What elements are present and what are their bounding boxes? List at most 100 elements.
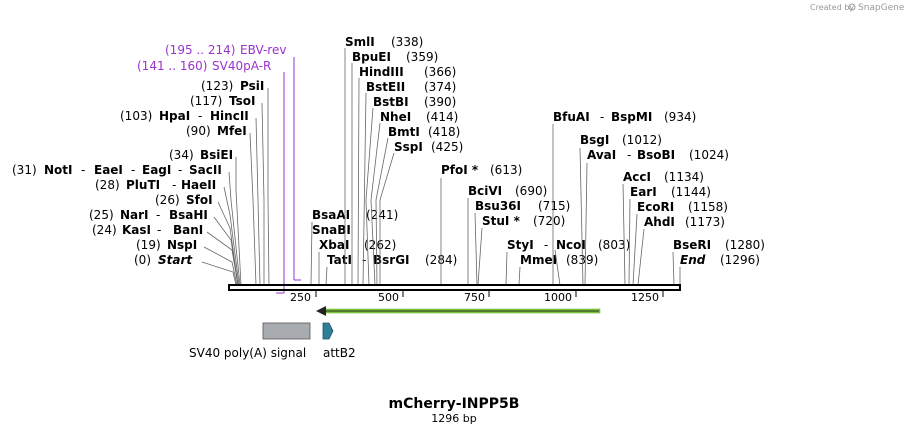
site-haeii-name[interactable]: HaeII [181, 178, 216, 192]
svg-text:-: - [627, 148, 631, 162]
axis-tick-500: 500 [378, 291, 399, 304]
mid-site-leaders [310, 48, 681, 286]
primer-ebv-rev-name[interactable]: EBV-rev [240, 43, 286, 57]
site-kasi-name[interactable]: KasI [122, 223, 151, 237]
svg-text:-: - [156, 208, 160, 222]
site-psii-pos: (123) [201, 79, 233, 93]
site-stui-name[interactable]: StuI * [482, 214, 521, 228]
svg-text:(613): (613) [490, 163, 522, 177]
site-bsahi-name[interactable]: BsaHI [169, 208, 208, 222]
site-tsoi-name[interactable]: TsoI [229, 94, 255, 108]
site-nari-pos: (25) [89, 208, 114, 222]
svg-text:(338): (338) [391, 35, 423, 49]
svg-text:-: - [157, 223, 161, 237]
svg-text:(374): (374) [424, 80, 456, 94]
svg-text:(1012): (1012) [622, 133, 662, 147]
attb2-label: attB2 [323, 346, 356, 360]
svg-text:(359): (359) [406, 50, 438, 64]
site-bsobi-name[interactable]: BsoBI [637, 148, 675, 162]
site-hindiii-name[interactable]: HindIII [359, 65, 404, 79]
site-ncoi-name[interactable]: NcoI [556, 238, 586, 252]
site-bpuei-name[interactable]: BpuEI [352, 50, 391, 64]
site-bsrgi-name[interactable]: BsrGI [373, 253, 410, 267]
svg-text:(1144): (1144) [671, 185, 711, 199]
svg-text:-: - [198, 109, 202, 123]
site-bsiei-name[interactable]: BsiEI [200, 148, 233, 162]
site-bsu36i-name[interactable]: Bsu36I [475, 199, 521, 213]
site-eaei-name[interactable]: EaeI [94, 163, 123, 177]
site-hpai-pos: (103) [120, 109, 152, 123]
site-snabi-name[interactable]: SnaBI [312, 223, 351, 237]
site-sfoi-pos: (26) [155, 193, 180, 207]
site-sfoi-name[interactable]: SfoI [186, 193, 213, 207]
site-sacii-name[interactable]: SacII [189, 163, 222, 177]
axis-tick-1000: 1000 [544, 291, 572, 304]
site-bmti-name[interactable]: BmtI [388, 125, 420, 139]
site-pluti-pos: (28) [95, 178, 120, 192]
site-bstbi-name[interactable]: BstBI [373, 95, 409, 109]
site-tati-name[interactable]: TatI [327, 253, 352, 267]
site-nspi-pos: (19) [136, 238, 161, 252]
site-eari-name[interactable]: EarI [630, 185, 657, 199]
site-mmei-name[interactable]: MmeI [520, 253, 557, 267]
site-bspmi-name[interactable]: BspMI [611, 110, 652, 124]
attb2-feature[interactable] [322, 322, 334, 340]
svg-text:(1134): (1134) [664, 170, 704, 184]
site-bsteii-name[interactable]: BstEII [366, 80, 405, 94]
site-avai-name[interactable]: AvaI [587, 148, 616, 162]
svg-text:(418): (418) [428, 125, 460, 139]
primer-sv40pa-r-name[interactable]: SV40pA-R [212, 59, 271, 73]
svg-text:(1280): (1280) [725, 238, 765, 252]
site-hpai-name[interactable]: HpaI [159, 109, 190, 123]
site-pfoi-name[interactable]: PfoI * [441, 163, 479, 177]
site-end-name[interactable]: End [680, 253, 706, 267]
backbone-ruler [228, 284, 681, 297]
snapgene-logo-icon [848, 3, 856, 11]
primer-ebv-rev-range: (195 .. 214) [165, 43, 235, 57]
site-bani-name[interactable]: BanI [173, 223, 203, 237]
site-xbai-name[interactable]: XbaI [319, 238, 349, 252]
svg-text:-: - [81, 163, 85, 177]
site-ahdi-name[interactable]: AhdI [644, 215, 675, 229]
svg-text:(1173): (1173) [685, 215, 725, 229]
site-pluti-name[interactable]: PluTI [126, 178, 160, 192]
site-smli-name[interactable]: SmlI [345, 35, 375, 49]
axis-tick-750: 750 [464, 291, 485, 304]
site-bcivi-name[interactable]: BciVI [468, 184, 502, 198]
svg-text:-: - [172, 178, 176, 192]
site-psii-name[interactable]: PsiI [240, 79, 264, 93]
site-acci-name[interactable]: AccI [623, 170, 651, 184]
svg-text:(241): (241) [366, 208, 398, 222]
site-bseri-name[interactable]: BseRI [673, 238, 711, 252]
brand-text: SnapGene [858, 3, 905, 13]
svg-text:(366): (366) [424, 65, 456, 79]
mid-site-labels: SmlI (338) BpuEI (359) HindIII (366) Bst… [312, 35, 765, 267]
left-site-labels: (0) Start (19) NspI (24) KasI - BanI (25… [12, 79, 264, 267]
site-bsaai-name[interactable]: BsaAI [312, 208, 350, 222]
site-noti-name[interactable]: NotI [44, 163, 73, 177]
svg-text:(715): (715) [538, 199, 570, 213]
site-nhei-name[interactable]: NheI [380, 110, 411, 124]
sv40-polya-feature[interactable] [262, 322, 311, 340]
site-tsoi-pos: (117) [190, 94, 222, 108]
svg-text:-: - [544, 238, 548, 252]
site-start-name[interactable]: Start [158, 253, 193, 267]
svg-text:(803): (803) [598, 238, 630, 252]
site-eagi-name[interactable]: EagI [142, 163, 171, 177]
site-ecori-name[interactable]: EcoRI [637, 200, 674, 214]
site-styi-name[interactable]: StyI [507, 238, 534, 252]
axis-tick-250: 250 [290, 291, 311, 304]
svg-text:(425): (425) [431, 140, 463, 154]
orf-arrow[interactable] [316, 306, 601, 316]
site-bfuai-name[interactable]: BfuAI [553, 110, 590, 124]
site-mfei-name[interactable]: MfeI [217, 124, 247, 138]
credit-text: Created by [810, 3, 854, 12]
svg-text:(720): (720) [533, 214, 565, 228]
svg-text:-: - [131, 163, 135, 177]
site-hincii-name[interactable]: HincII [210, 109, 249, 123]
site-nari-name[interactable]: NarI [120, 208, 149, 222]
site-bsgi-name[interactable]: BsgI [580, 133, 609, 147]
site-nspi-name[interactable]: NspI [167, 238, 197, 252]
site-sspi-name[interactable]: SspI [394, 140, 423, 154]
